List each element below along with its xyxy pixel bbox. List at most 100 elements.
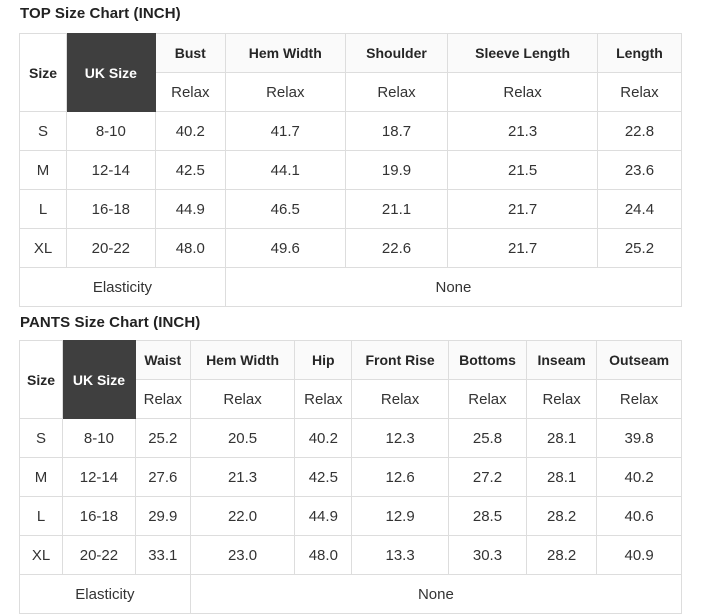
measure-column-header: Outseam	[596, 340, 682, 380]
measure-column-header: Hem Width	[189, 340, 296, 380]
measure-column-header: Bottoms	[447, 340, 528, 380]
fit-type-cell: Relax	[596, 72, 683, 112]
measurement-cell: 24.4	[596, 189, 683, 229]
measurement-cell: 49.6	[224, 228, 346, 268]
fit-type-cell: Relax	[526, 379, 598, 419]
top-size-chart-section: TOP Size Chart (INCH) Size UK Size Bust Hem…	[19, 5, 683, 307]
uk-size-column-header: UK Size	[66, 33, 156, 112]
uk-size-column-header: UK Size	[62, 340, 136, 419]
measurement-cell: 40.6	[596, 496, 682, 536]
measurement-cell: 48.0	[294, 535, 353, 575]
pants-size-chart-title: PANTS Size Chart (INCH)	[20, 314, 201, 331]
measurement-cell: 48.0	[154, 228, 226, 268]
uk-size-cell: 16-18	[62, 496, 136, 536]
measurement-cell: 40.2	[154, 111, 226, 151]
measurement-cell: 21.5	[447, 150, 598, 190]
size-cell: L	[18, 496, 64, 536]
size-data-row: L 16-18 29.9 22.0 44.9 12.9 28.5 28.2 40.6	[18, 496, 682, 536]
pants-size-chart-section: PANTS Size Chart (INCH) Size UK Size Waist…	[18, 314, 683, 614]
elasticity-label-cell: Elasticity	[19, 267, 226, 307]
measure-column-header: Length	[596, 33, 683, 73]
top-size-chart-title: TOP Size Chart (INCH)	[20, 5, 181, 22]
size-cell: L	[19, 189, 67, 229]
uk-size-cell: 12-14	[66, 150, 156, 190]
uk-size-cell: 12-14	[62, 457, 136, 497]
size-cell: XL	[18, 535, 64, 575]
fit-type-cell: Relax	[344, 72, 449, 112]
uk-size-cell: 16-18	[66, 189, 156, 229]
size-data-row: S 8-10 25.2 20.5 40.2 12.3 25.8 28.1 39.8	[18, 418, 682, 458]
size-data-row: L 16-18 44.9 46.5 21.1 21.7 24.4	[19, 189, 683, 229]
measurement-cell: 28.2	[526, 496, 598, 536]
measurement-cell: 39.8	[596, 418, 682, 458]
measure-header-row: Size UK Size Waist Hem Width Hip Front Rise Bo…	[18, 340, 682, 419]
measurement-cell: 12.9	[351, 496, 449, 536]
measurement-cell: 22.6	[344, 228, 449, 268]
fit-type-cell: Relax	[294, 379, 353, 419]
measure-column-header: Shoulder	[344, 33, 449, 73]
measurement-cell: 25.2	[134, 418, 191, 458]
fit-type-cell: Relax	[189, 379, 296, 419]
measurement-cell: 28.2	[526, 535, 598, 575]
elasticity-row: Elasticity None	[19, 267, 683, 307]
measurement-cell: 21.7	[447, 189, 598, 229]
measurement-cell: 40.2	[294, 418, 353, 458]
size-data-row: XL 20-22 48.0 49.6 22.6 21.7 25.2	[19, 228, 683, 268]
measurement-cell: 19.9	[344, 150, 449, 190]
measurement-cell: 21.7	[447, 228, 598, 268]
uk-size-cell: 20-22	[66, 228, 156, 268]
fit-type-cell: Relax	[447, 379, 528, 419]
size-data-row: XL 20-22 33.1 23.0 48.0 13.3 30.3 28.2 40.9	[18, 535, 682, 575]
measurement-cell: 12.6	[351, 457, 449, 497]
fit-type-cell: Relax	[224, 72, 346, 112]
uk-size-cell: 20-22	[62, 535, 136, 575]
fit-type-cell: Relax	[134, 379, 191, 419]
measurement-cell: 44.1	[224, 150, 346, 190]
size-data-row: M 12-14 27.6 21.3 42.5 12.6 27.2 28.1 40.2	[18, 457, 682, 497]
measure-column-header: Bust	[154, 33, 226, 73]
measurement-cell: 20.5	[189, 418, 296, 458]
measurement-cell: 44.9	[154, 189, 226, 229]
measure-column-header: Sleeve Length	[447, 33, 598, 73]
measurement-cell: 18.7	[344, 111, 449, 151]
measurement-cell: 40.2	[596, 457, 682, 497]
size-data-row: M 12-14 42.5 44.1 19.9 21.5 23.6	[19, 150, 683, 190]
elasticity-value-cell: None	[189, 574, 683, 614]
fit-type-row: Relax Relax Relax Relax Relax Relax Relax	[20, 379, 682, 419]
size-cell: S	[19, 111, 67, 151]
measure-column-header: Hem Width	[224, 33, 346, 73]
measurement-cell: 27.2	[447, 457, 528, 497]
measurement-cell: 42.5	[154, 150, 226, 190]
measurement-cell: 44.9	[294, 496, 353, 536]
measurement-cell: 33.1	[134, 535, 191, 575]
size-column-header: Size	[19, 33, 67, 112]
measurement-cell: 29.9	[134, 496, 191, 536]
measurement-cell: 23.6	[596, 150, 683, 190]
measurement-cell: 41.7	[224, 111, 346, 151]
measurement-cell: 22.8	[596, 111, 683, 151]
measurement-cell: 21.3	[189, 457, 296, 497]
measure-column-header: Inseam	[526, 340, 598, 380]
elasticity-value-cell: None	[224, 267, 683, 307]
measurement-cell: 30.3	[447, 535, 528, 575]
measurement-cell: 12.3	[351, 418, 449, 458]
measurement-cell: 28.5	[447, 496, 528, 536]
measurement-cell: 46.5	[224, 189, 346, 229]
fit-type-row: Relax Relax Relax Relax Relax	[20, 72, 683, 112]
size-cell: M	[19, 150, 67, 190]
fit-type-cell: Relax	[154, 72, 226, 112]
measure-column-header: Hip	[294, 340, 353, 380]
fit-type-cell: Relax	[351, 379, 449, 419]
measurement-cell: 25.2	[596, 228, 683, 268]
measurement-cell: 23.0	[189, 535, 296, 575]
fit-type-cell: Relax	[447, 72, 598, 112]
measurement-cell: 13.3	[351, 535, 449, 575]
measurement-cell: 21.1	[344, 189, 449, 229]
size-cell: S	[18, 418, 64, 458]
measurement-cell: 42.5	[294, 457, 353, 497]
measure-column-header: Waist	[134, 340, 191, 380]
elasticity-label-cell: Elasticity	[19, 574, 191, 614]
measurement-cell: 22.0	[189, 496, 296, 536]
measurement-cell: 28.1	[526, 418, 598, 458]
